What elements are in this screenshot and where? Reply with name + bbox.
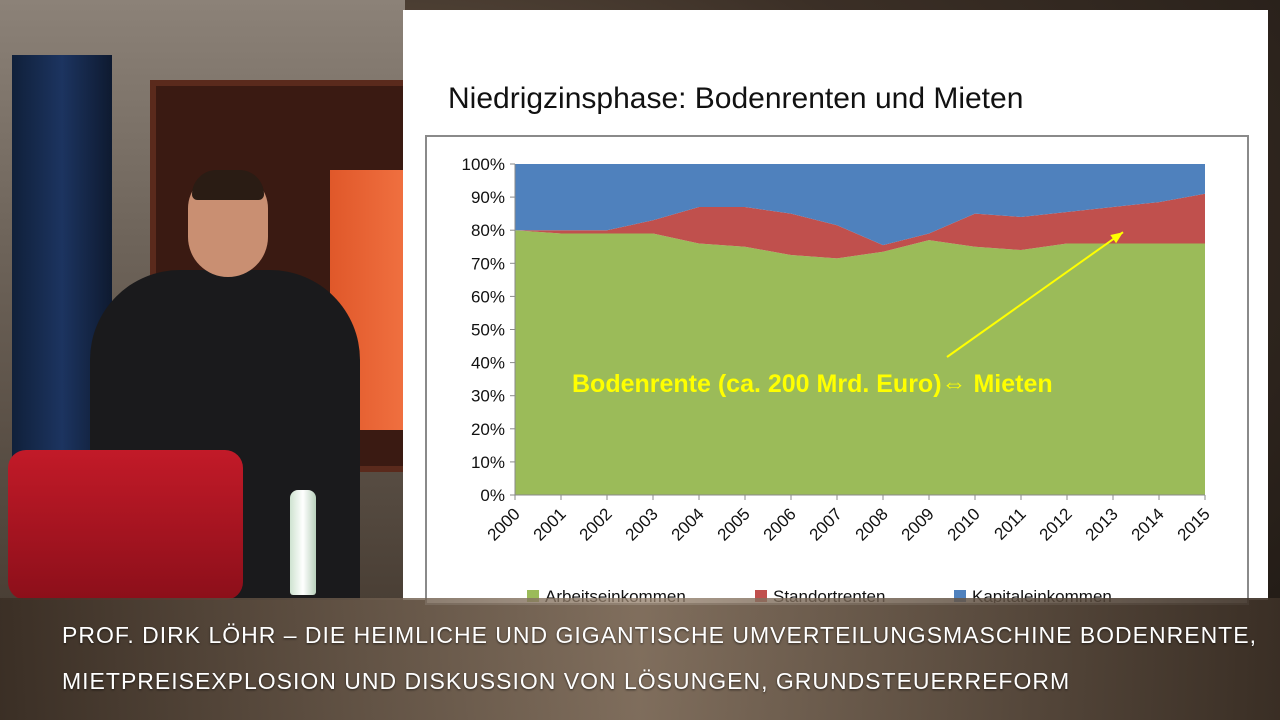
speaker-hair xyxy=(192,170,264,200)
y-tick-label: 50% xyxy=(471,321,505,340)
y-tick-label: 20% xyxy=(471,420,505,439)
annotation-arrow-head xyxy=(1110,232,1123,244)
y-tick-label: 90% xyxy=(471,188,505,207)
series-area-kapitaleinkommen xyxy=(515,164,1205,246)
y-tick-label: 100% xyxy=(462,155,505,174)
x-tick-label: 2000 xyxy=(484,504,524,544)
x-tick-label: 2004 xyxy=(668,504,708,544)
x-tick-label: 2008 xyxy=(852,504,892,544)
x-tick-label: 2002 xyxy=(576,504,616,544)
y-tick-label: 60% xyxy=(471,287,505,306)
annotation-arrow-line xyxy=(946,231,1124,358)
x-tick-label: 2012 xyxy=(1036,504,1076,544)
caption-line-1: PROF. DIRK LÖHR – DIE HEIMLICHE UND GIGA… xyxy=(62,622,1257,648)
y-tick-label: 10% xyxy=(471,453,505,472)
caption-bar: PROF. DIRK LÖHR – DIE HEIMLICHE UND GIGA… xyxy=(0,598,1280,720)
y-tick-label: 0% xyxy=(480,486,505,505)
x-tick-label: 2010 xyxy=(944,504,984,544)
x-tick-label: 2013 xyxy=(1082,504,1122,544)
series-area-arbeitseinkommen xyxy=(515,230,1205,495)
x-tick-label: 2009 xyxy=(898,504,938,544)
series-area-standortrenten xyxy=(515,193,1205,259)
y-tick-label: 40% xyxy=(471,354,505,373)
x-tick-label: 2014 xyxy=(1128,504,1168,544)
red-bag xyxy=(8,450,243,600)
projected-slide: Niedrigzinsphase: Bodenrenten und Mieten… xyxy=(403,10,1268,605)
x-tick-label: 2007 xyxy=(806,504,846,544)
x-tick-label: 2006 xyxy=(760,504,800,544)
caption-line-2: MIETPREISEXPLOSION UND DISKUSSION VON LÖ… xyxy=(62,668,1071,694)
y-tick-label: 30% xyxy=(471,387,505,406)
x-tick-label: 2011 xyxy=(991,504,1030,543)
x-tick-label: 2005 xyxy=(714,504,754,544)
y-tick-label: 80% xyxy=(471,221,505,240)
annotation-text: Bodenrente (ca. 200 Mrd. Euro)⇔ Mieten xyxy=(572,370,1053,398)
stacked-area-chart: 0%10%20%30%40%50%60%70%80%90%100%2000 200… xyxy=(462,155,1214,603)
slide-title: Niedrigzinsphase: Bodenrenten und Mieten xyxy=(448,82,1024,115)
water-bottle xyxy=(290,490,316,595)
chart-frame: 0% 10% 20% 30% 40% 50% 60% 70% 80% 90% 100% 2000 200… xyxy=(425,135,1249,605)
y-tick-label: 70% xyxy=(471,254,505,273)
x-tick-label: 2001 xyxy=(530,504,570,544)
x-tick-label: 2003 xyxy=(622,504,662,544)
x-tick-label: 2015 xyxy=(1174,504,1214,544)
